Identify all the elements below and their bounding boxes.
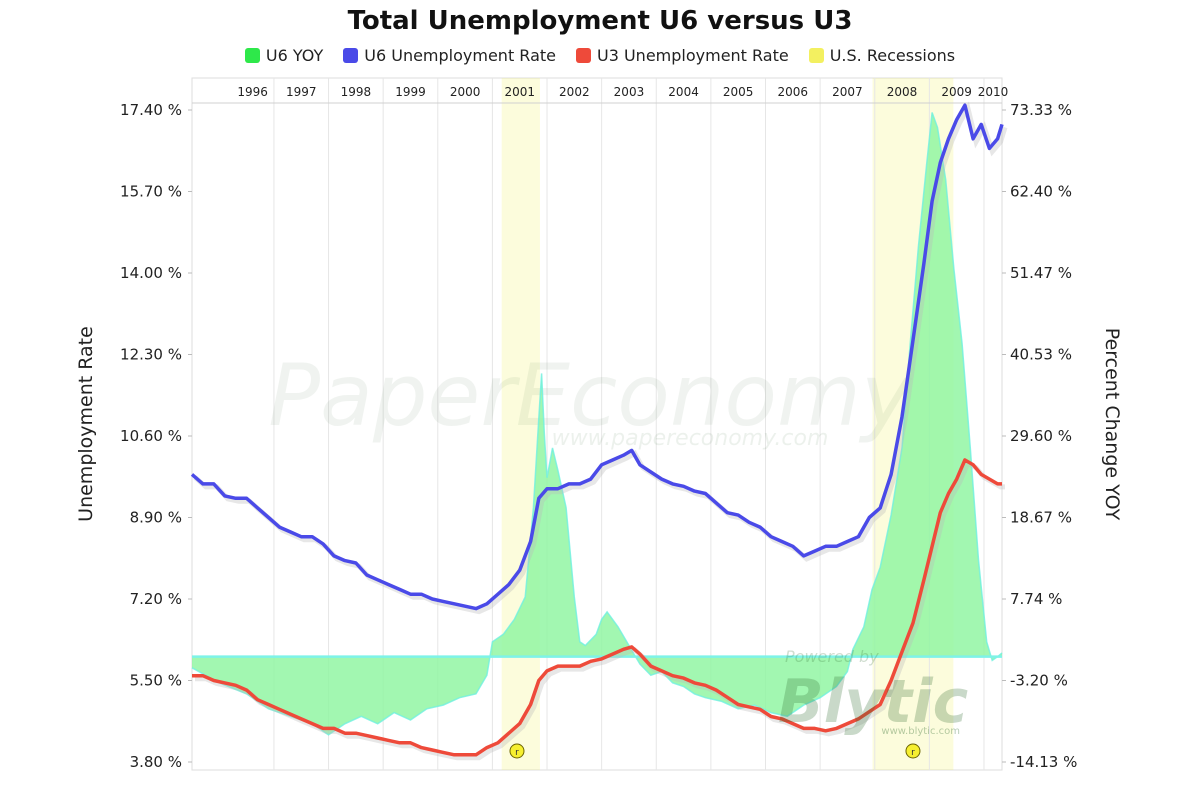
- chart-title: Total Unemployment U6 versus U3: [347, 6, 853, 36]
- y-tick-label: 8.90 %: [130, 509, 182, 527]
- legend-item-u3-rate[interactable]: U3 Unemployment Rate: [575, 46, 789, 65]
- legend-label-u6-yoy: U6 YOY: [265, 46, 324, 65]
- legend-swatch-u3-rate: [575, 48, 591, 63]
- year-label: 2006: [778, 85, 809, 99]
- year-label: 2004: [668, 85, 699, 99]
- legend-swatch-u6-yoy: [244, 48, 260, 63]
- y2-tick-label: 18.67 %: [1010, 509, 1072, 527]
- watermark-powered: Powered by: [785, 647, 879, 666]
- year-label: 2005: [723, 85, 754, 99]
- year-label: 2008: [887, 85, 918, 99]
- legend-swatch-recessions: [808, 48, 824, 63]
- y2-tick-label: 29.60 %: [1010, 427, 1072, 445]
- watermark-vendor-url: www.blytic.com: [881, 726, 960, 737]
- legend-label-u3-rate: U3 Unemployment Rate: [596, 46, 789, 65]
- y-tick-label: 15.70 %: [120, 183, 182, 201]
- y2-axis-title: Percent Change YOY: [1101, 328, 1123, 521]
- u6-yoy-area: [192, 112, 1002, 735]
- legend-item-u6-rate[interactable]: U6 Unemployment Rate: [343, 46, 556, 65]
- year-label: 2009: [941, 85, 972, 99]
- year-label: 2010: [978, 85, 1009, 99]
- y-tick-label: 5.50 %: [130, 672, 182, 690]
- y2-tick-label: 40.53 %: [1010, 346, 1072, 364]
- legend-item-recessions[interactable]: U.S. Recessions: [808, 46, 956, 65]
- y-tick-label: 10.60 %: [120, 427, 182, 445]
- year-label: 2001: [504, 85, 535, 99]
- u3-rate-line: [192, 458, 1002, 757]
- legend-swatch-u6-rate: [343, 48, 359, 63]
- y-axis-title: Unemployment Rate: [75, 326, 97, 522]
- y2-tick-label: 62.40 %: [1010, 183, 1072, 201]
- year-label: 1998: [341, 85, 372, 99]
- year-label: 2000: [450, 85, 481, 99]
- recession-marker-label: r: [911, 748, 915, 758]
- y-tick-label: 7.20 %: [130, 590, 182, 608]
- legend-item-u6-yoy[interactable]: U6 YOY: [244, 46, 324, 65]
- u6-rate-line: [190, 103, 1004, 611]
- watermark-url: www.papereconomy.com: [552, 426, 829, 451]
- u6-yoy-edge: [191, 112, 1003, 736]
- year-label: 1996: [237, 85, 268, 99]
- watermark-brand: PaperEconomy: [268, 346, 913, 446]
- year-label: 2003: [614, 85, 645, 99]
- year-label: 2007: [832, 85, 863, 99]
- watermark-vendor: Blytic: [778, 667, 968, 737]
- year-label: 2002: [559, 85, 590, 99]
- recession-marker-1: [509, 743, 525, 759]
- year-label: 1997: [286, 85, 317, 99]
- recession-marker-label: r: [515, 748, 519, 758]
- y2-tick-label: 7.74 %: [1010, 590, 1062, 608]
- y-tick-label: 17.40 %: [120, 101, 182, 119]
- legend: U6 YOY U6 Unemployment Rate U3 Unemploym…: [0, 46, 1200, 65]
- y2-tick-label: 51.47 %: [1010, 264, 1072, 282]
- recession-marker-2: [905, 743, 921, 759]
- legend-label-recessions: U.S. Recessions: [829, 46, 956, 65]
- y-tick-label: 12.30 %: [120, 346, 182, 364]
- y-tick-label: 14.00 %: [120, 264, 182, 282]
- y2-tick-label: -14.13 %: [1010, 753, 1077, 771]
- legend-label-u6-rate: U6 Unemployment Rate: [364, 46, 556, 65]
- y2-tick-label: 73.33 %: [1010, 101, 1072, 119]
- y-tick-label: 3.80 %: [130, 753, 182, 771]
- year-label: 1999: [395, 85, 426, 99]
- y2-tick-label: -3.20 %: [1010, 672, 1068, 690]
